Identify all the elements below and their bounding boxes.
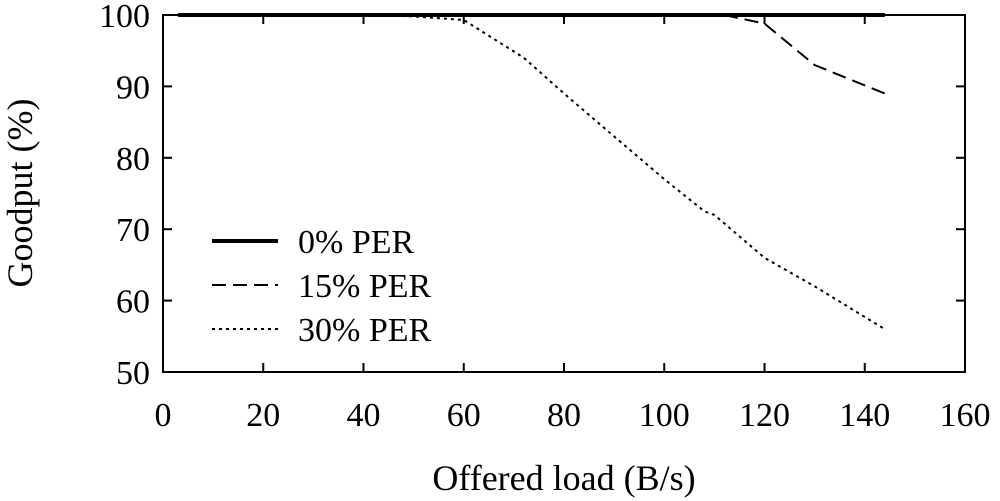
series-line-30-per [178, 14, 886, 331]
legend-label: 15% PER [298, 268, 432, 305]
x-tick-label: 120 [739, 397, 790, 434]
legend: 0% PER 15% PER 30% PER [212, 224, 432, 349]
y-tick-label: 80 [116, 141, 150, 178]
series-layer [178, 13, 886, 331]
y-tick-label: 70 [116, 212, 150, 249]
x-tick-label: 40 [347, 397, 381, 434]
x-tick-label: 140 [839, 397, 890, 434]
series-line-15-per [178, 14, 886, 95]
x-tick-label: 100 [639, 397, 690, 434]
x-tick-label: 20 [246, 397, 280, 434]
x-tick-label: 60 [447, 397, 481, 434]
y-tick-label: 50 [116, 355, 150, 392]
legend-label: 30% PER [298, 312, 432, 349]
y-axis-title: Goodput (%) [0, 99, 40, 288]
plot-frame [162, 14, 966, 373]
x-tick-label: 0 [155, 397, 172, 434]
y-tick-label: 90 [116, 69, 150, 106]
axis-ticks: 0 20 40 60 80 100 120 140 160 50 60 70 80 90 100 [99, 0, 991, 434]
x-tick-label: 80 [547, 397, 581, 434]
y-tick-label: 100 [99, 0, 150, 35]
x-axis-title: Offered load (B/s) [432, 458, 695, 498]
x-tick-label: 160 [940, 397, 991, 434]
y-tick-label: 60 [116, 284, 150, 321]
legend-label: 0% PER [298, 224, 415, 261]
